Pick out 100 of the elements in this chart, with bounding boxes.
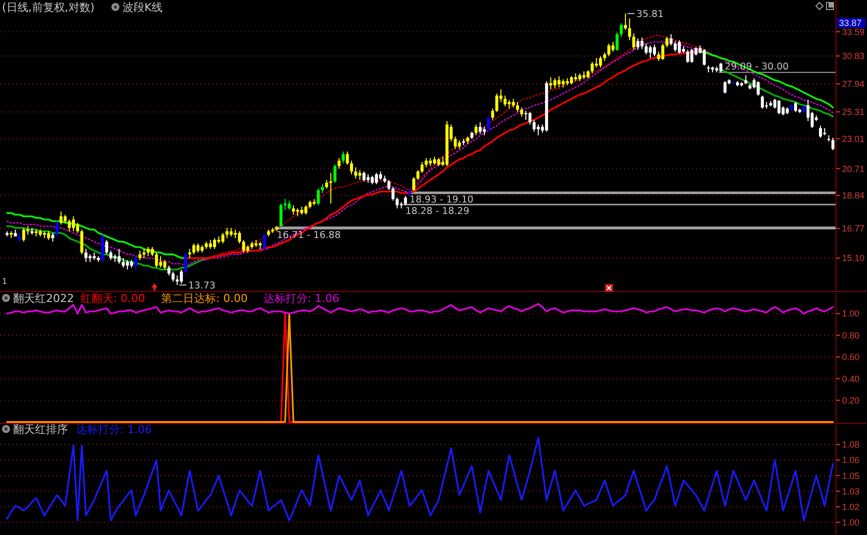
candlestick [192,242,196,255]
candlestick [536,124,540,136]
line-series [720,68,834,118]
band-label: 18.28 - 18.29 [405,206,470,217]
candlestick [794,102,798,112]
candlestick [760,95,764,110]
candlestick [346,151,349,166]
candlestick [818,125,822,138]
y-tick-label: 18.84 [842,190,865,201]
candlestick [338,158,341,170]
candlestick [590,61,594,74]
candlestick [661,43,664,60]
candlestick [532,119,536,132]
line-series [6,436,834,522]
candlestick [516,102,520,112]
candlestick [68,219,71,232]
candlestick [620,22,623,38]
text: 33.87 [839,18,862,28]
candlestick [644,43,648,55]
candlestick [396,197,399,209]
candlestick [616,32,619,52]
candlestick [420,162,424,174]
candlestick [238,230,241,244]
line-series [6,302,834,314]
y-tick-label: 27.94 [842,79,865,89]
chart-title: 翻天红2022 [13,292,74,305]
candlestick [777,99,780,115]
candlestick [292,204,295,216]
candlestick [188,248,192,259]
series-label: 达标打分: 1.06 [76,423,152,436]
annotation: 1 [2,277,8,286]
candlestick [146,246,150,257]
candlestick [358,170,362,180]
y-tick-label: 20.71 [842,164,865,174]
candlestick [101,234,104,262]
candlestick [632,32,636,50]
y-tick-label: 1.03 [842,486,860,496]
candlestick [491,108,494,120]
line-series [6,212,186,259]
candlestick [648,44,652,59]
candlestick [284,198,287,210]
candlestick [362,171,366,182]
candlestick [350,160,354,175]
candlestick [674,40,677,52]
candlestick [134,256,138,270]
candlestick [724,80,727,94]
candlestick [599,56,602,68]
candlestick [184,252,188,274]
candlestick [279,203,282,227]
y-tick-label: 1.08 [842,440,860,450]
candlestick [163,259,166,270]
candlestick [670,34,673,46]
candlestick [611,41,614,52]
candlestick [288,200,291,210]
candlestick [678,40,681,54]
candlestick [624,13,627,30]
y-tick-label: 23.01 [842,134,865,144]
candlestick [636,38,640,50]
candlestick [213,238,216,250]
candlestick [150,246,154,257]
candlestick [553,78,556,89]
candlestick [154,252,158,268]
candlestick [686,49,690,64]
chart-subtitle: 波段K线 [122,1,163,14]
candlestick [55,220,58,237]
candlestick [142,248,146,259]
candlestick [109,250,112,260]
candlestick [607,43,610,57]
candlestick [392,186,395,202]
candlestick [242,239,246,254]
candlestick [342,151,345,164]
candlestick [180,269,183,284]
candlestick [176,274,179,286]
candlestick [628,18,632,41]
y-tick-label: 15.10 [842,253,865,264]
y-tick-label: 1.00 [842,308,860,319]
annotation: 13.73 [188,280,216,292]
candlestick [138,250,142,260]
candlestick [262,232,266,252]
candlestick [122,258,125,268]
y-tick-label: 30.83 [842,51,865,62]
candlestick [665,36,668,48]
candlestick [354,166,358,180]
band-label: 18.93 - 19.10 [410,194,474,206]
candlestick [404,196,407,206]
series-label: 达标打分: 1.06 [264,292,340,305]
candlestick [76,222,80,234]
candlestick [719,62,722,73]
candlestick [528,111,532,126]
candlestick [424,158,428,168]
candlestick [412,176,416,192]
y-tick-label: 1.05 [842,470,860,481]
candlestick [374,172,378,185]
text: 第二日达标: 0.00 [161,292,248,305]
candlestick [640,37,644,50]
candlestick [756,80,760,96]
candlestick [105,239,108,255]
candlestick [549,76,552,90]
candlestick [478,122,482,135]
candlestick [773,98,776,110]
